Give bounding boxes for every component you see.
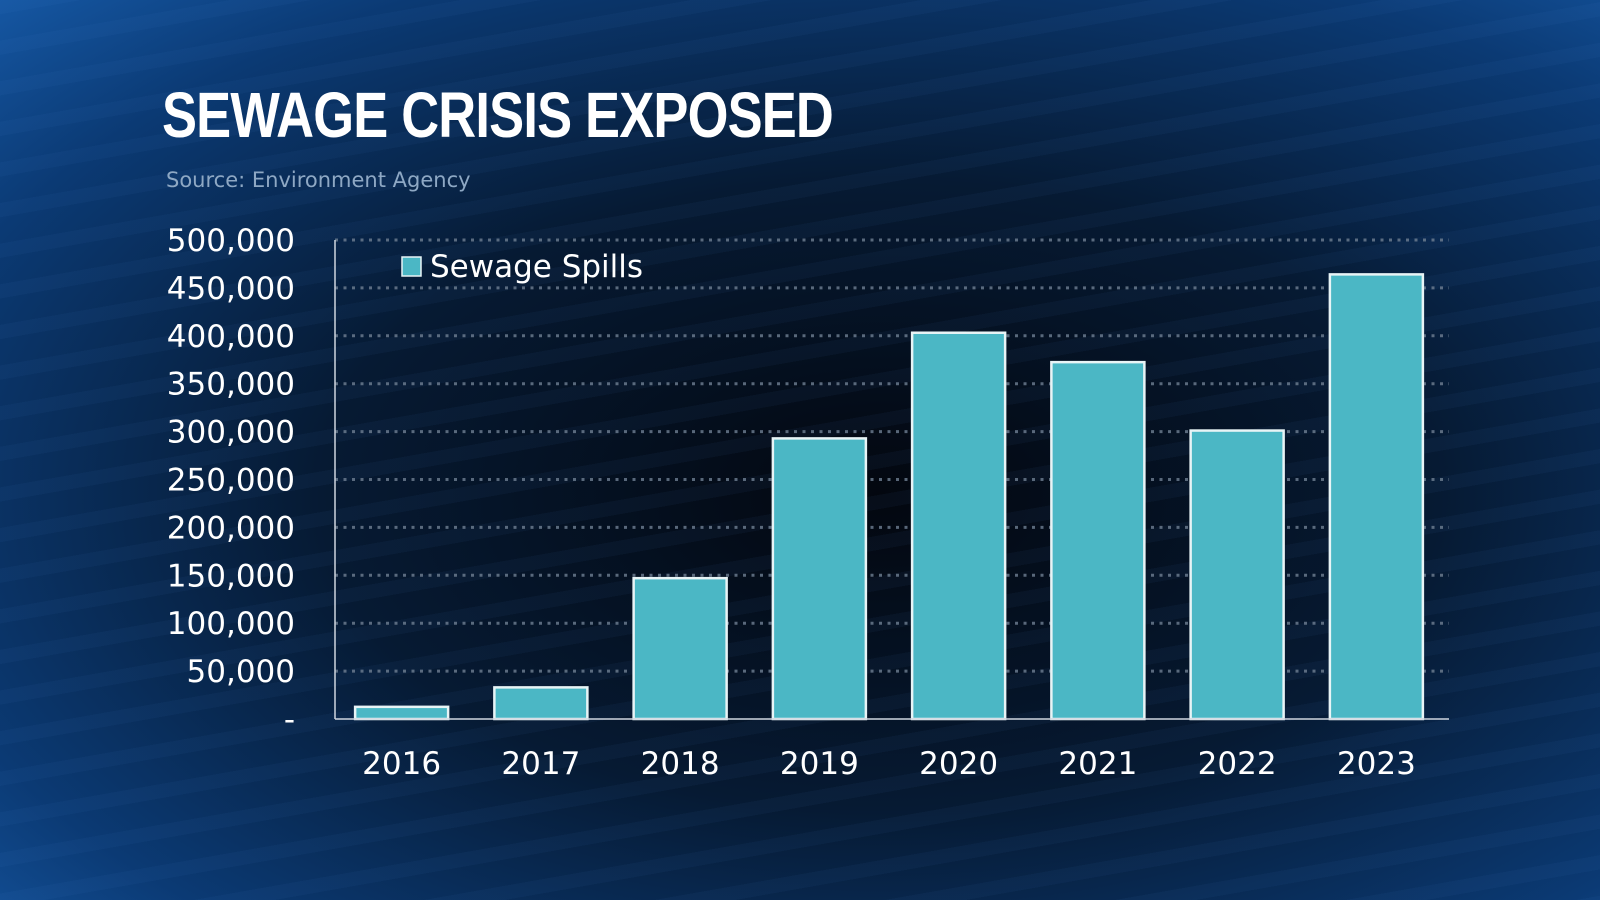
source-note: Source: Environment Agency xyxy=(166,168,471,192)
chart-title: SEWAGE CRISIS EXPOSED xyxy=(162,79,834,151)
y-tick-label: 100,000 xyxy=(167,606,295,642)
bar-2018 xyxy=(632,576,728,721)
y-tick-label: 500,000 xyxy=(167,223,295,259)
legend: Sewage Spills xyxy=(401,249,643,285)
x-tick-label: 2017 xyxy=(501,746,580,782)
y-tick-label: 450,000 xyxy=(167,271,295,307)
bar-2021 xyxy=(1050,360,1146,721)
x-tick-label: 2020 xyxy=(919,746,998,782)
y-tick-label: 400,000 xyxy=(167,319,295,355)
x-tick-label: 2022 xyxy=(1198,746,1277,782)
legend-swatch xyxy=(401,256,422,277)
bar-2023 xyxy=(1328,273,1425,721)
bar-2019 xyxy=(771,437,868,721)
bar-2016 xyxy=(353,705,450,721)
y-tick-label: 350,000 xyxy=(167,367,295,403)
bar-2022 xyxy=(1189,429,1285,721)
y-tick-label: 300,000 xyxy=(167,415,295,451)
x-tick-label: 2019 xyxy=(780,746,859,782)
x-tick-label: 2021 xyxy=(1058,746,1137,782)
y-tick-label: 200,000 xyxy=(167,510,295,546)
bar-2020 xyxy=(910,331,1007,721)
legend-label: Sewage Spills xyxy=(430,249,643,285)
bar-2017 xyxy=(493,686,589,721)
y-tick-label: 150,000 xyxy=(167,558,295,594)
x-tick-label: 2023 xyxy=(1337,746,1416,782)
x-tick-label: 2016 xyxy=(362,746,441,782)
x-tick-label: 2018 xyxy=(641,746,720,782)
y-tick-label: 250,000 xyxy=(167,463,295,499)
y-tick-label: 50,000 xyxy=(187,654,295,690)
y-tick-label: - xyxy=(284,702,295,738)
